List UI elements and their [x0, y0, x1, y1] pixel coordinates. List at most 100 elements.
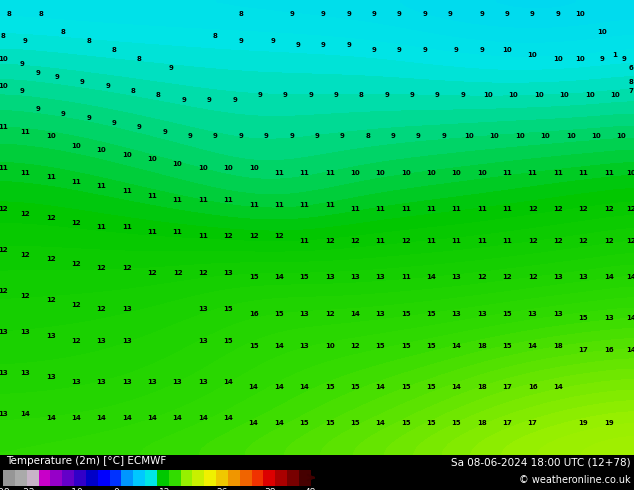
- Text: 14: 14: [626, 347, 634, 353]
- Text: 11: 11: [325, 170, 335, 176]
- Bar: [110, 469, 122, 486]
- Text: 8: 8: [7, 11, 12, 17]
- Text: 11: 11: [71, 179, 81, 185]
- Bar: [62, 469, 74, 486]
- Text: 9: 9: [213, 133, 218, 140]
- Text: 11: 11: [96, 183, 107, 190]
- Text: 9: 9: [622, 56, 627, 62]
- Text: 11: 11: [46, 174, 56, 180]
- Text: 9: 9: [61, 111, 66, 117]
- Text: 12: 12: [477, 274, 487, 280]
- Text: 11: 11: [451, 238, 462, 244]
- Text: 11: 11: [502, 170, 512, 176]
- Text: 10: 10: [575, 56, 585, 62]
- Text: 12: 12: [172, 270, 183, 276]
- Text: 15: 15: [578, 315, 588, 321]
- Text: 17: 17: [502, 384, 512, 390]
- Text: 9: 9: [181, 97, 186, 103]
- Text: 11: 11: [426, 238, 436, 244]
- Bar: [15, 469, 27, 486]
- Text: 11: 11: [20, 129, 30, 135]
- Text: 9: 9: [479, 47, 484, 53]
- Text: 9: 9: [207, 97, 212, 103]
- Bar: [86, 469, 98, 486]
- Text: 11: 11: [502, 206, 512, 212]
- Text: 17: 17: [578, 347, 588, 353]
- Text: 9: 9: [238, 133, 243, 140]
- Text: 10: 10: [401, 170, 411, 176]
- Text: 7: 7: [628, 88, 633, 94]
- Bar: [275, 469, 287, 486]
- Text: 9: 9: [20, 88, 25, 94]
- Text: 10: 10: [527, 51, 538, 57]
- Text: 9: 9: [397, 11, 402, 17]
- Text: 14: 14: [198, 416, 208, 421]
- Text: 10: 10: [147, 156, 157, 162]
- Text: 18: 18: [553, 343, 563, 348]
- Text: 12: 12: [0, 288, 8, 294]
- Text: 11: 11: [299, 238, 309, 244]
- Text: 11: 11: [0, 165, 8, 171]
- Text: 11: 11: [198, 197, 208, 203]
- Text: 12: 12: [147, 270, 157, 276]
- Text: 14: 14: [527, 343, 538, 348]
- Text: 9: 9: [283, 93, 288, 98]
- Text: 13: 13: [198, 338, 208, 344]
- Text: 8: 8: [365, 133, 370, 140]
- Text: 16: 16: [527, 384, 538, 390]
- Text: 10: 10: [71, 143, 81, 148]
- Text: 19: 19: [604, 420, 614, 426]
- Text: 10: 10: [566, 133, 576, 140]
- Text: 13: 13: [46, 374, 56, 380]
- Text: 13: 13: [375, 274, 385, 280]
- Text: 13: 13: [71, 379, 81, 385]
- Text: 14: 14: [299, 384, 309, 390]
- Text: 18: 18: [477, 384, 487, 390]
- Text: 12: 12: [502, 274, 512, 280]
- Text: 12: 12: [527, 238, 538, 244]
- Text: 12: 12: [527, 274, 538, 280]
- Text: 13: 13: [553, 274, 563, 280]
- Text: 10: 10: [350, 170, 360, 176]
- Text: -22: -22: [20, 488, 35, 490]
- Text: 11: 11: [147, 229, 157, 235]
- Text: 12: 12: [626, 238, 634, 244]
- Bar: [145, 469, 157, 486]
- Text: 12: 12: [20, 293, 30, 298]
- Text: 12: 12: [553, 238, 563, 244]
- Text: 38: 38: [264, 488, 276, 490]
- Text: 12: 12: [604, 238, 614, 244]
- Text: 10: 10: [575, 11, 585, 17]
- Text: 9: 9: [188, 133, 193, 140]
- Text: 12: 12: [0, 206, 8, 212]
- Text: 13: 13: [451, 311, 462, 317]
- Text: 18: 18: [477, 343, 487, 348]
- Bar: [252, 469, 263, 486]
- Text: 12: 12: [20, 252, 30, 258]
- Text: 14: 14: [451, 343, 462, 348]
- Text: 10: 10: [508, 93, 519, 98]
- Text: 9: 9: [391, 133, 396, 140]
- Text: 13: 13: [0, 329, 8, 335]
- Text: 13: 13: [325, 274, 335, 280]
- Text: 12: 12: [71, 261, 81, 267]
- Text: 1: 1: [612, 51, 618, 57]
- Text: 10: 10: [223, 165, 233, 171]
- Text: 16: 16: [604, 347, 614, 353]
- Text: 10: 10: [325, 343, 335, 348]
- Text: 13: 13: [0, 411, 8, 417]
- Text: 9: 9: [505, 11, 510, 17]
- Text: 15: 15: [426, 343, 436, 348]
- Text: 11: 11: [172, 229, 183, 235]
- Text: 14: 14: [626, 315, 634, 321]
- Text: 9: 9: [416, 133, 421, 140]
- Text: 12: 12: [553, 206, 563, 212]
- Text: 14: 14: [350, 311, 360, 317]
- Text: -28: -28: [0, 488, 11, 490]
- Text: 8: 8: [131, 88, 136, 94]
- Text: 10: 10: [172, 161, 183, 167]
- Text: 13: 13: [527, 311, 538, 317]
- Text: 9: 9: [23, 38, 28, 44]
- Text: 11: 11: [375, 238, 385, 244]
- Text: 19: 19: [578, 420, 588, 426]
